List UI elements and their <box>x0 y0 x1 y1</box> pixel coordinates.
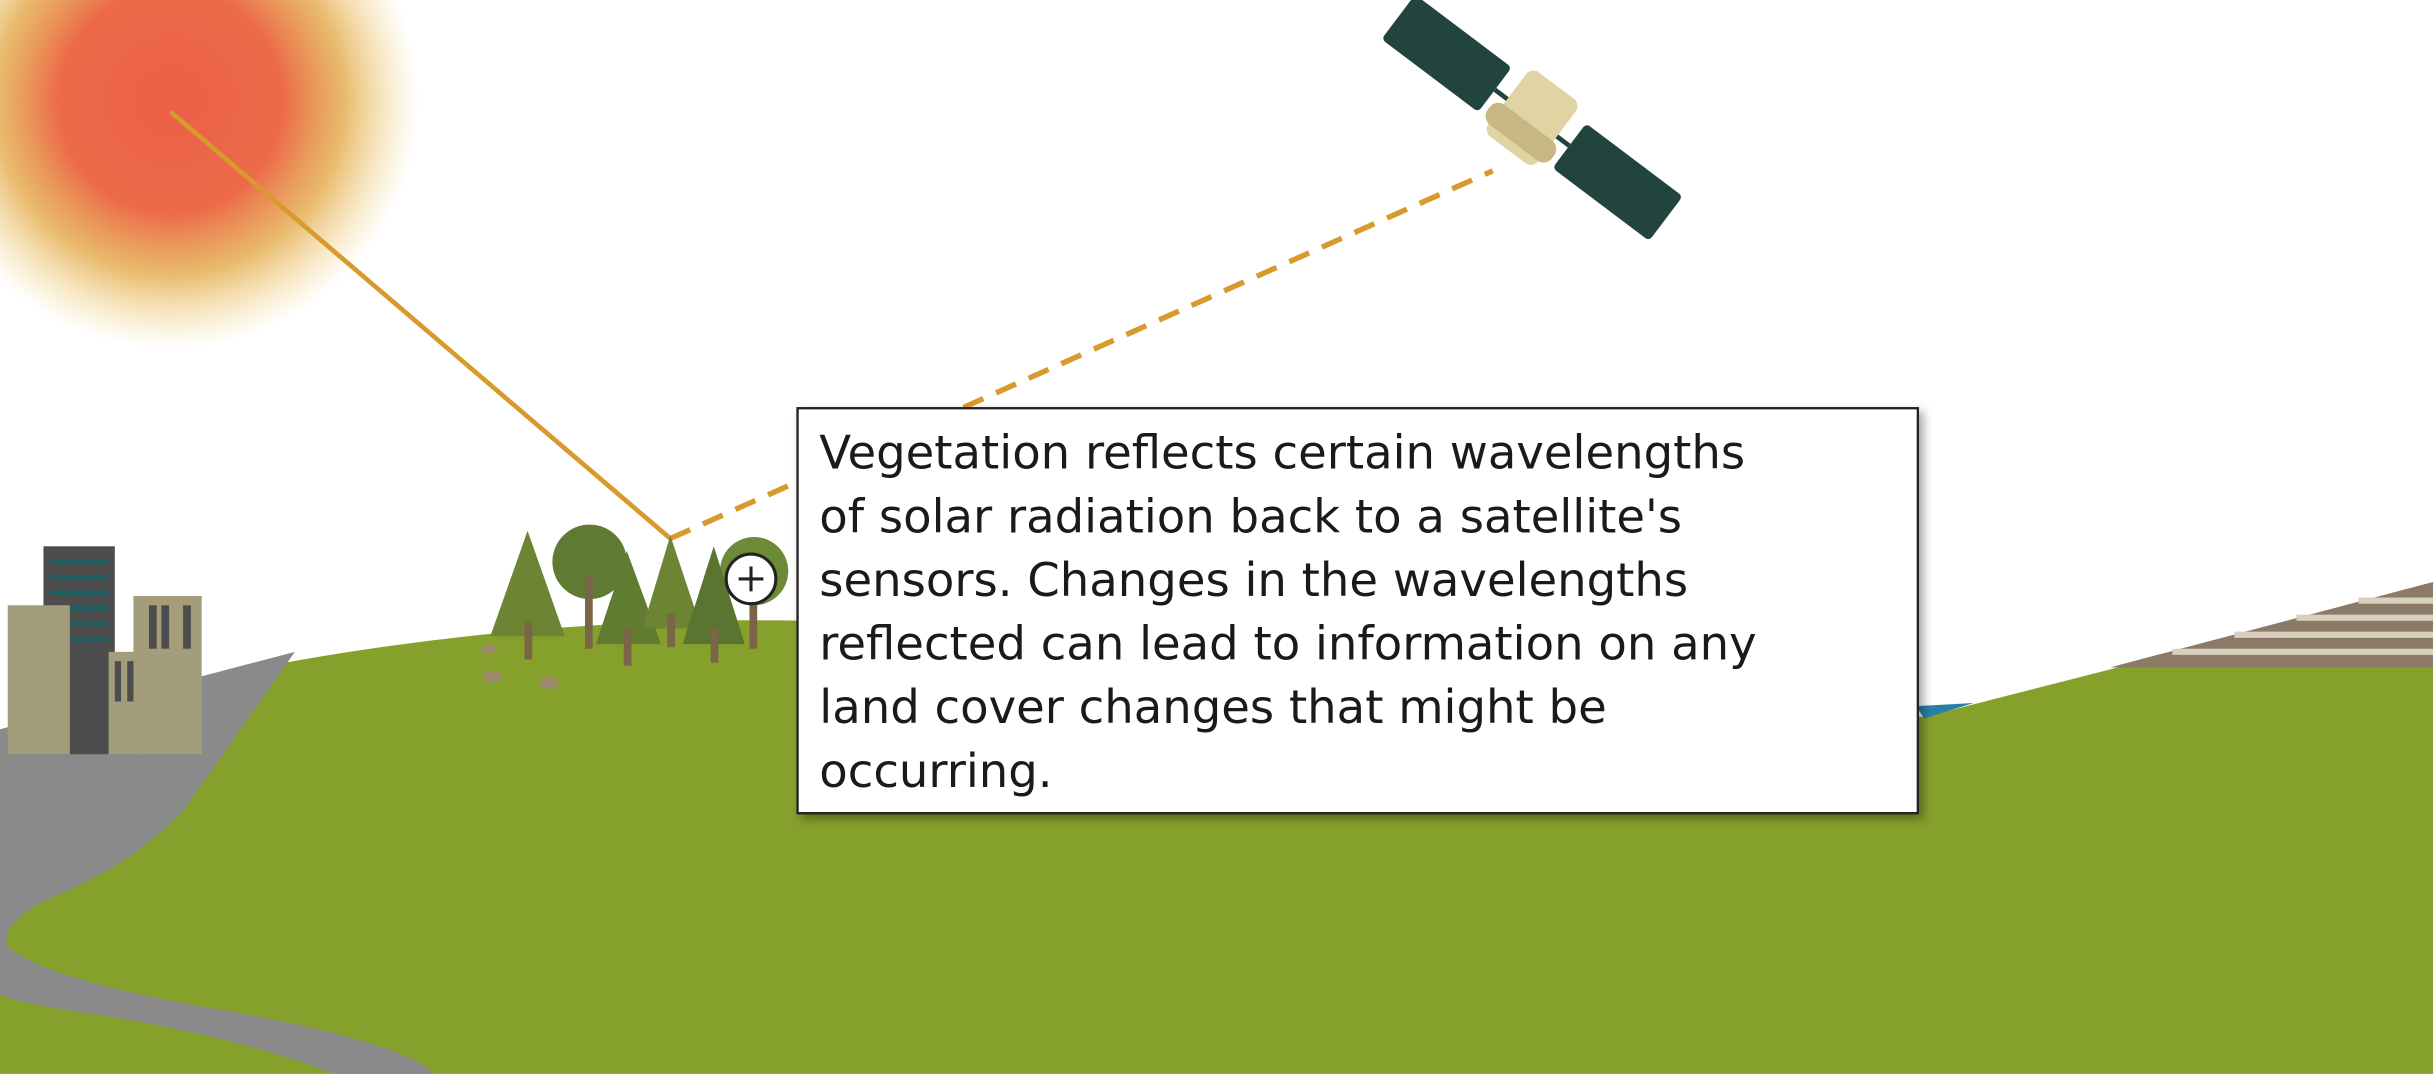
road <box>0 651 435 1074</box>
tooltip-text-line: sensors. Changes in the wavelengths <box>819 553 1688 607</box>
water <box>1916 703 1974 719</box>
hotspot-button[interactable] <box>724 552 778 606</box>
tooltip-text-line: land cover changes that might be <box>819 680 1606 734</box>
tooltip-text-line: of solar radiation back to a satellite's <box>819 489 1682 543</box>
sun <box>0 0 419 350</box>
sun-ray <box>169 110 672 541</box>
satellite <box>1383 0 1681 240</box>
tooltip-text-line: reflected can lead to information on any <box>819 617 1756 671</box>
tooltip-box <box>796 407 1920 815</box>
field-stripes <box>2172 597 2433 655</box>
tooltip-text-line: Vegetation reflects certain wavelengths <box>819 426 1745 480</box>
buildings <box>7 546 202 755</box>
tooltip: Vegetation reflects certain wavelengths o… <box>796 407 1920 815</box>
tooltip-text-line: occurring. <box>819 744 1052 798</box>
